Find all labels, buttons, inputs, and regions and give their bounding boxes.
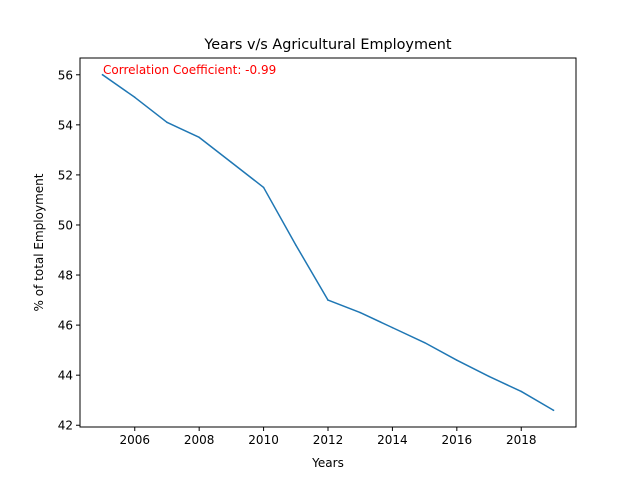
correlation-annotation: Correlation Coefficient: -0.99 xyxy=(103,63,276,77)
data-point xyxy=(262,186,265,189)
data-point xyxy=(134,96,136,99)
y-tick-label: 42 xyxy=(58,419,73,433)
data-point xyxy=(456,359,458,361)
chart-title: Years v/s Agricultural Employment xyxy=(203,37,452,53)
y-tick-label: 50 xyxy=(58,218,73,232)
x-tick-label: 2012 xyxy=(313,433,344,447)
data-point xyxy=(520,390,522,393)
y-tick-label: 44 xyxy=(58,369,73,383)
x-tick-label: 2016 xyxy=(442,433,473,447)
y-tick-label: 54 xyxy=(58,118,73,132)
data-point xyxy=(552,409,555,411)
data-point xyxy=(198,136,200,139)
y-tick-label: 48 xyxy=(58,269,73,283)
data-point xyxy=(391,326,394,329)
data-point xyxy=(488,375,490,378)
y-axis-label: % of total Employment xyxy=(32,173,46,311)
data-point xyxy=(295,244,297,246)
data-point xyxy=(423,341,426,344)
x-tick-label: 2006 xyxy=(119,433,150,447)
x-axis-label: Years xyxy=(311,456,344,470)
x-tick-label: 2008 xyxy=(184,433,215,447)
data-point xyxy=(230,161,233,164)
x-tick-label: 2018 xyxy=(506,433,537,447)
data-point xyxy=(359,311,361,314)
y-tick-label: 56 xyxy=(58,68,73,82)
data-point xyxy=(327,299,329,301)
x-tick-label: 2010 xyxy=(248,433,279,447)
data-point xyxy=(101,74,104,76)
x-tick-label: 2014 xyxy=(377,433,408,447)
data-point xyxy=(166,121,168,124)
plot-area-frame xyxy=(79,57,577,428)
y-tick-label: 46 xyxy=(58,319,73,333)
series-layer xyxy=(101,73,555,412)
y-tick-label: 52 xyxy=(58,168,73,182)
axis-ticks: 2006 2008 2010 2012 2014 2016 2018 42 44 46 48 50 52… xyxy=(58,68,537,447)
